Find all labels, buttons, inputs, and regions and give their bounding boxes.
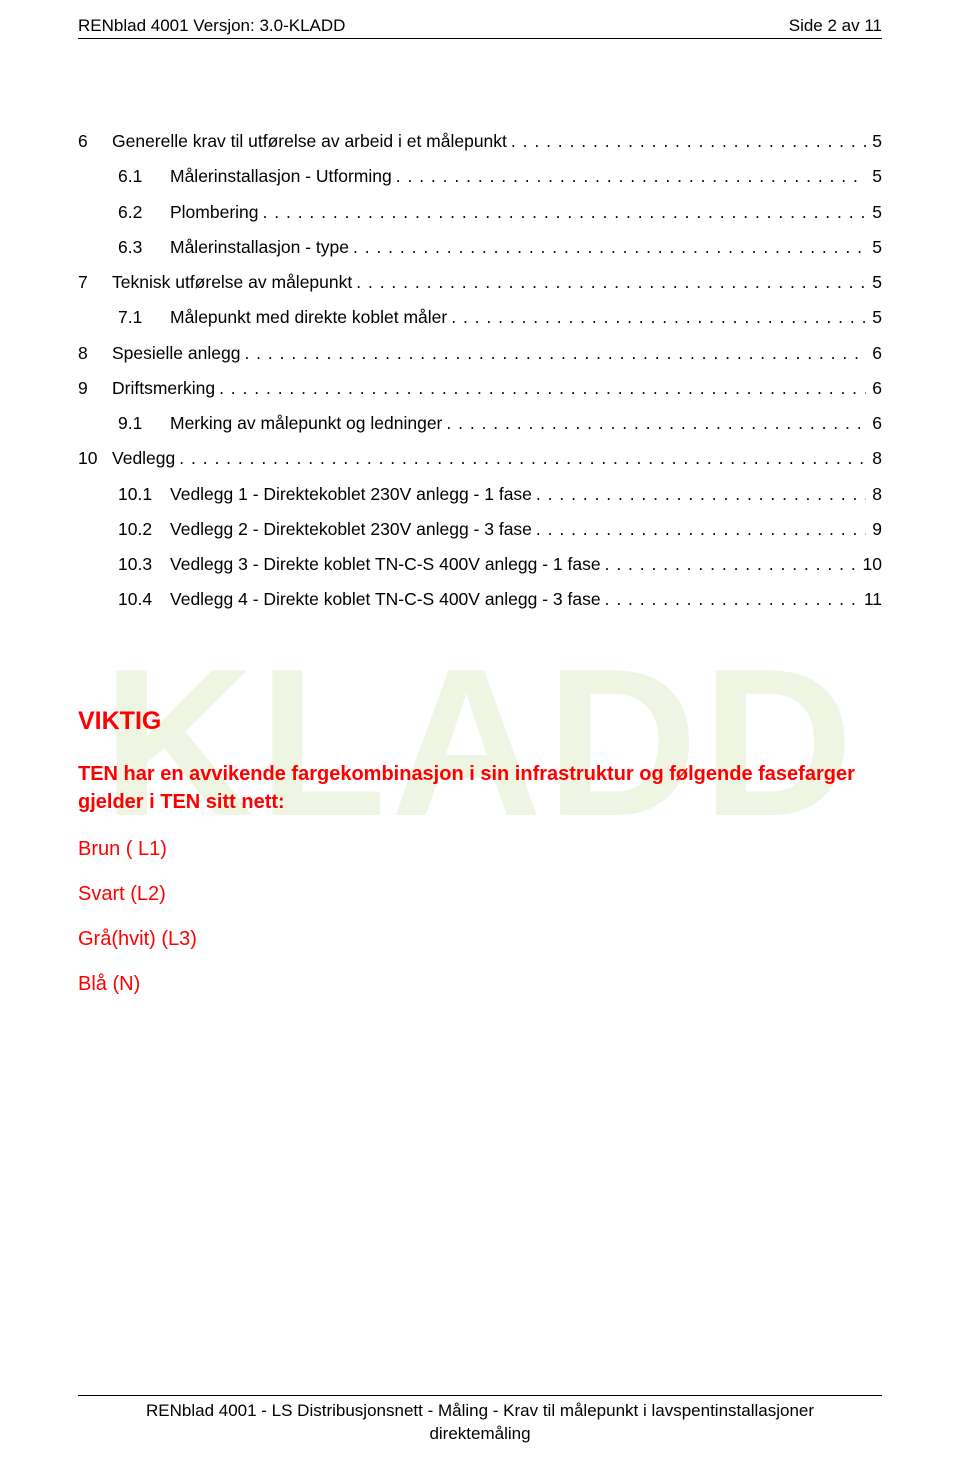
toc-page: 10 [857, 548, 882, 581]
page-header: RENblad 4001 Versjon: 3.0-KLADD Side 2 a… [78, 16, 882, 39]
toc-entry: 6.2Plombering . . . . . . . . . . . . . … [118, 196, 882, 229]
toc-entry: 10.4Vedlegg 4 - Direkte koblet TN-C-S 40… [118, 583, 882, 616]
toc-entry: 8Spesielle anlegg . . . . . . . . . . . … [78, 337, 882, 370]
footer-line-2: direktemåling [78, 1423, 882, 1446]
toc-page: 6 [866, 337, 882, 370]
viktig-line: Brun ( L1) [78, 838, 882, 861]
toc-dots: . . . . . . . . . . . . . . . . . . . . … [601, 583, 858, 616]
toc-entry: 6.1Målerinstallasjon - Utforming . . . .… [118, 160, 882, 193]
toc-title: Teknisk utførelse av målepunkt [112, 266, 352, 299]
table-of-contents: 6Generelle krav til utførelse av arbeid … [78, 125, 882, 617]
toc-number: 9 [78, 372, 112, 405]
toc-page: 8 [866, 442, 882, 475]
viktig-lines: Brun ( L1) Svart (L2) Grå(hvit) (L3) Blå (N… [78, 838, 882, 996]
toc-title: Merking av målepunkt og ledninger [170, 407, 442, 440]
page-footer: RENblad 4001 - LS Distribusjonsnett - Må… [78, 1395, 882, 1446]
toc-page: 5 [866, 160, 882, 193]
toc-title: Driftsmerking [112, 372, 215, 405]
toc-number: 6 [78, 125, 112, 158]
toc-title: Målepunkt med direkte koblet måler [170, 301, 447, 334]
toc-dots: . . . . . . . . . . . . . . . . . . . . … [447, 301, 866, 334]
toc-entry: 9Driftsmerking . . . . . . . . . . . . .… [78, 372, 882, 405]
toc-page: 5 [866, 266, 882, 299]
toc-number: 7.1 [118, 301, 170, 334]
toc-title: Vedlegg 1 - Direktekoblet 230V anlegg - … [170, 478, 532, 511]
viktig-section: VIKTIG TEN har en avvikende fargekombina… [78, 707, 882, 996]
toc-dots: . . . . . . . . . . . . . . . . . . . . … [240, 337, 866, 370]
toc-page: 9 [866, 513, 882, 546]
toc-number: 6.3 [118, 231, 170, 264]
footer-line-1: RENblad 4001 - LS Distribusjonsnett - Må… [78, 1400, 882, 1423]
toc-number: 6.2 [118, 196, 170, 229]
toc-entry: 6.3Målerinstallasjon - type . . . . . . … [118, 231, 882, 264]
viktig-line: Blå (N) [78, 973, 882, 996]
toc-page: 6 [866, 407, 882, 440]
toc-entry: 6Generelle krav til utførelse av arbeid … [78, 125, 882, 158]
header-left: RENblad 4001 Versjon: 3.0-KLADD [78, 16, 345, 36]
toc-page: 5 [866, 196, 882, 229]
toc-dots: . . . . . . . . . . . . . . . . . . . . … [442, 407, 866, 440]
toc-number: 10.2 [118, 513, 170, 546]
toc-title: Spesielle anlegg [112, 337, 240, 370]
toc-dots: . . . . . . . . . . . . . . . . . . . . … [175, 442, 866, 475]
footer-rule [78, 1395, 882, 1396]
toc-number: 6.1 [118, 160, 170, 193]
toc-dots: . . . . . . . . . . . . . . . . . . . . … [352, 266, 866, 299]
toc-title: Generelle krav til utførelse av arbeid i… [112, 125, 507, 158]
toc-entry: 10.3Vedlegg 3 - Direkte koblet TN-C-S 40… [118, 548, 882, 581]
toc-dots: . . . . . . . . . . . . . . . . . . . . … [507, 125, 866, 158]
toc-dots: . . . . . . . . . . . . . . . . . . . . … [215, 372, 866, 405]
page: KLADD RENblad 4001 Versjon: 3.0-KLADD Si… [0, 0, 960, 1476]
toc-entry: 10Vedlegg . . . . . . . . . . . . . . . … [78, 442, 882, 475]
toc-dots: . . . . . . . . . . . . . . . . . . . . … [532, 478, 866, 511]
toc-page: 5 [866, 301, 882, 334]
toc-number: 10.1 [118, 478, 170, 511]
toc-number: 8 [78, 337, 112, 370]
toc-entry: 7Teknisk utførelse av målepunkt . . . . … [78, 266, 882, 299]
toc-dots: . . . . . . . . . . . . . . . . . . . . … [601, 548, 857, 581]
toc-title: Målerinstallasjon - Utforming [170, 160, 392, 193]
viktig-line: Svart (L2) [78, 883, 882, 906]
toc-dots: . . . . . . . . . . . . . . . . . . . . … [532, 513, 866, 546]
toc-entry: 10.2Vedlegg 2 - Direktekoblet 230V anleg… [118, 513, 882, 546]
toc-number: 10 [78, 442, 112, 475]
toc-page: 11 [858, 583, 882, 616]
viktig-line: Grå(hvit) (L3) [78, 928, 882, 951]
toc-number: 10.3 [118, 548, 170, 581]
toc-title: Plombering [170, 196, 259, 229]
toc-dots: . . . . . . . . . . . . . . . . . . . . … [392, 160, 867, 193]
toc-title: Vedlegg 2 - Direktekoblet 230V anlegg - … [170, 513, 532, 546]
toc-dots: . . . . . . . . . . . . . . . . . . . . … [259, 196, 867, 229]
toc-title: Vedlegg 4 - Direkte koblet TN-C-S 400V a… [170, 583, 601, 616]
toc-page: 5 [866, 231, 882, 264]
viktig-heading: VIKTIG [78, 707, 882, 736]
toc-page: 5 [866, 125, 882, 158]
toc-number: 9.1 [118, 407, 170, 440]
header-right: Side 2 av 11 [789, 16, 882, 36]
toc-title: Målerinstallasjon - type [170, 231, 349, 264]
toc-entry: 9.1Merking av målepunkt og ledninger . .… [118, 407, 882, 440]
toc-dots: . . . . . . . . . . . . . . . . . . . . … [349, 231, 866, 264]
toc-entry: 10.1Vedlegg 1 - Direktekoblet 230V anleg… [118, 478, 882, 511]
toc-number: 7 [78, 266, 112, 299]
content-area: RENblad 4001 Versjon: 3.0-KLADD Side 2 a… [0, 0, 960, 996]
viktig-paragraph: TEN har en avvikende fargekombinasjon i … [78, 760, 882, 816]
toc-page: 6 [866, 372, 882, 405]
toc-page: 8 [866, 478, 882, 511]
toc-title: Vedlegg 3 - Direkte koblet TN-C-S 400V a… [170, 548, 601, 581]
toc-number: 10.4 [118, 583, 170, 616]
toc-title: Vedlegg [112, 442, 175, 475]
toc-entry: 7.1Målepunkt med direkte koblet måler . … [118, 301, 882, 334]
